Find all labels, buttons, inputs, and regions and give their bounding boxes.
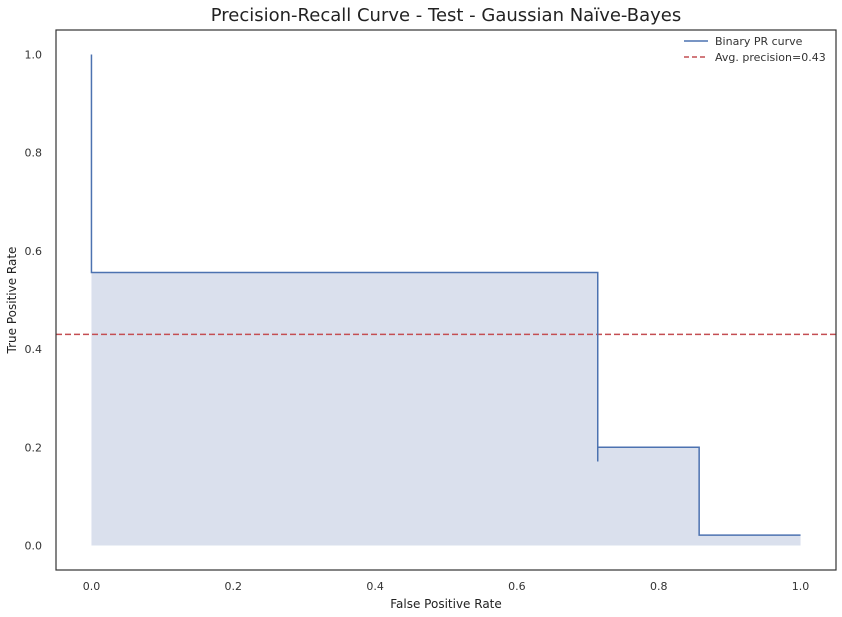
legend: Binary PR curve Avg. precision=0.43 — [684, 35, 826, 64]
pr-curve-area — [91, 54, 801, 546]
y-tick-label: 0.2 — [25, 441, 43, 454]
y-tick-label: 0.4 — [25, 343, 43, 356]
x-axis-title: False Positive Rate — [390, 597, 502, 611]
x-tick-label: 0.2 — [225, 580, 243, 593]
y-tick-label: 1.0 — [25, 49, 43, 62]
y-tick-labels: 0.0 0.2 0.4 0.6 0.8 1.0 — [25, 49, 43, 553]
pr-curve-line — [90, 54, 801, 536]
plot-area — [56, 54, 836, 546]
x-tick-label: 0.0 — [83, 580, 101, 593]
y-tick-label: 0.8 — [25, 147, 43, 160]
x-tick-label: 0.8 — [650, 580, 668, 593]
x-tick-label: 0.6 — [508, 580, 526, 593]
y-tick-label: 0.0 — [25, 539, 43, 552]
x-tick-label: 0.4 — [366, 580, 384, 593]
chart-title: Precision-Recall Curve - Test - Gaussian… — [211, 5, 682, 26]
x-tick-labels: 0.0 0.2 0.4 0.6 0.8 1.0 — [83, 580, 810, 593]
legend-label-avg-precision: Avg. precision=0.43 — [715, 51, 826, 64]
x-tick-label: 1.0 — [792, 580, 810, 593]
y-tick-label: 0.6 — [25, 245, 43, 258]
legend-label-pr-curve: Binary PR curve — [715, 35, 803, 48]
y-axis-title: True Positive Rate — [5, 247, 19, 355]
axes-frame — [55, 29, 837, 571]
